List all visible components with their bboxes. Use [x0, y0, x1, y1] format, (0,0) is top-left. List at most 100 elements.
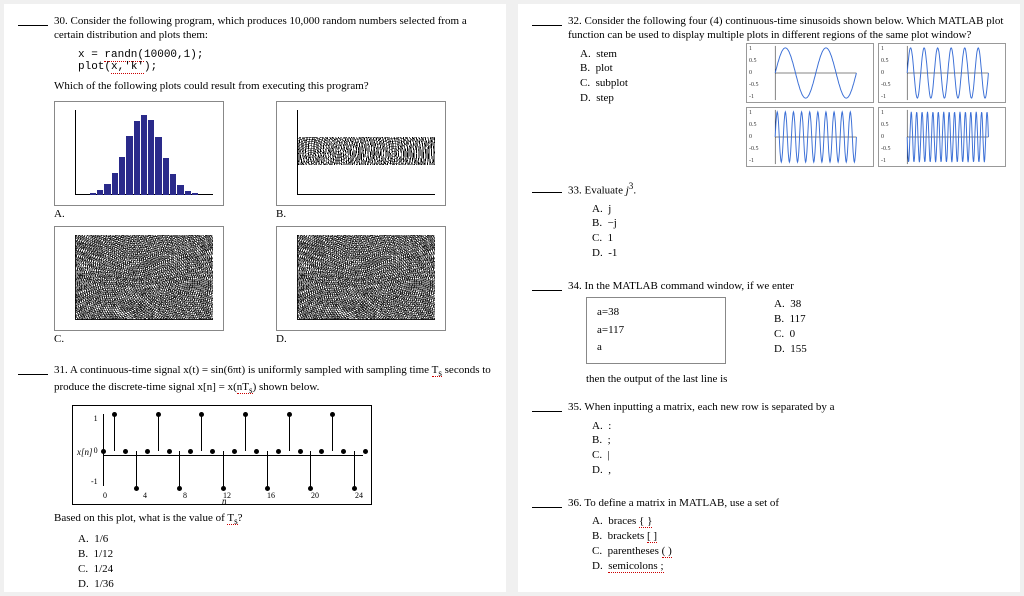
code-dotted: x,'k' — [111, 61, 144, 74]
answer-blank — [532, 402, 562, 412]
code-dotted: randn( — [104, 49, 144, 62]
x-axis — [103, 455, 363, 456]
question-prompt-b: Which of the following plots could resul… — [54, 79, 492, 93]
subplot-grid: 10.50-0.5-110.50-0.5-110.50-0.5-110.50-0… — [746, 43, 1006, 167]
question-36: 36. To define a matrix in MATLAB, use a … — [532, 496, 1006, 578]
choice-D: D. -1 — [592, 246, 1006, 261]
choice-A: A. j — [592, 202, 1006, 217]
choice-C: C. subplot — [580, 76, 628, 91]
choices: A. stem B. plot C. subplot D. step — [580, 47, 628, 163]
choice-C: C. 0 — [774, 327, 807, 342]
histogram-bars — [75, 115, 213, 195]
choice-A: A. : — [592, 419, 1006, 434]
question-prompt: Based on this plot, what is the value of… — [54, 511, 492, 528]
choice-C: C. parentheses ( ) — [592, 544, 1006, 559]
question-text: 31. A continuous-time signal x(t) = sin(… — [54, 363, 492, 397]
choice-B: B. −j — [592, 216, 1006, 231]
question-prompt-a: Consider the following program, which pr… — [54, 15, 467, 41]
plot-D: D. — [276, 226, 492, 345]
question-body: 36. To define a matrix in MATLAB, use a … — [568, 496, 1006, 578]
choice-B: B. brackets [ ] — [592, 529, 1006, 544]
stem-plot: x[n] n 10-1 04812162024 — [72, 405, 372, 505]
choice-A: A. stem — [580, 47, 628, 62]
dotted-token: semicolons ; — [608, 560, 663, 573]
cmd-line: a — [597, 339, 715, 357]
q34-row: a=38 a=117 a A. 38 B. 117 C. 0 D. 155 — [568, 293, 1006, 368]
nts-symbol: nTs — [237, 381, 253, 394]
question-text: 36. To define a matrix in MATLAB, use a … — [568, 496, 1006, 510]
choice-C: C. 1 — [592, 231, 1006, 246]
question-33: 33. Evaluate j3. A. j B. −j C. 1 D. -1 — [532, 181, 1006, 265]
choices: A. j B. −j C. 1 D. -1 — [592, 202, 1006, 261]
histogram-chart — [54, 101, 224, 206]
dotted-token: [ ] — [647, 530, 657, 543]
choices: A. braces { } B. brackets [ ] C. parenth… — [592, 514, 1006, 573]
code-block: x = randn(10000,1); plot(x,'k'); — [78, 49, 492, 73]
choice-D: D. 155 — [774, 342, 807, 357]
answer-blank — [532, 498, 562, 508]
noise-full — [297, 235, 435, 320]
question-body: 35. When inputting a matrix, each new ro… — [568, 400, 1006, 482]
cmd-line: a=117 — [597, 322, 715, 340]
mini-subplot: 10.50-0.5-1 — [878, 107, 1006, 167]
question-body: 31. A continuous-time signal x(t) = sin(… — [54, 363, 492, 592]
answer-blank — [532, 16, 562, 26]
question-number: 36. — [568, 497, 582, 509]
question-prompt: When inputting a matrix, each new row is… — [584, 401, 834, 413]
command-box: a=38 a=117 a — [586, 297, 726, 364]
scatter-chart — [276, 101, 446, 206]
plot-A: A. — [54, 101, 270, 220]
question-followup: then the output of the last line is — [586, 372, 1006, 386]
answer-blank — [18, 16, 48, 26]
x-ticks: 04812162024 — [103, 491, 363, 500]
q32-row: A. stem B. plot C. subplot D. step 10.50… — [568, 43, 1006, 167]
question-30: 30. Consider the following program, whic… — [18, 14, 492, 349]
question-number: 32. — [568, 15, 582, 27]
question-text: 34. In the MATLAB command window, if we … — [568, 279, 1006, 293]
question-number: 33. — [568, 184, 582, 196]
plot-label: B. — [276, 208, 492, 220]
question-body: 32. Consider the following four (4) cont… — [568, 14, 1006, 167]
answer-blank — [18, 365, 48, 375]
choice-C: C. 1/24 — [78, 562, 492, 577]
plot-grid: A. B. C. — [54, 101, 492, 345]
question-text: 30. Consider the following program, whic… — [54, 14, 492, 43]
question-prompt: To define a matrix in MATLAB, use a set … — [584, 497, 779, 509]
plot-label: A. — [54, 208, 270, 220]
question-number: 34. — [568, 280, 582, 292]
choice-B: B. 117 — [774, 312, 807, 327]
scatter-chart — [276, 226, 446, 331]
question-text: 32. Consider the following four (4) cont… — [568, 14, 1006, 43]
question-prompt: In the MATLAB command window, if we ente… — [585, 280, 794, 292]
choice-D: D. 1/36 — [78, 577, 492, 592]
noise-full — [75, 235, 213, 320]
question-number: 35. — [568, 401, 582, 413]
dotted-token: ( ) — [662, 545, 672, 558]
left-page: 30. Consider the following program, whic… — [4, 4, 506, 592]
right-page: 32. Consider the following four (4) cont… — [518, 4, 1020, 592]
dotted-token: { } — [639, 515, 652, 528]
answer-blank — [532, 183, 562, 193]
choices: A. 38 B. 117 C. 0 D. 155 — [774, 297, 807, 356]
question-text: 33. Evaluate j3. — [568, 181, 1006, 198]
choice-D: D. , — [592, 463, 1006, 478]
choice-D: D. step — [580, 91, 628, 106]
question-34: 34. In the MATLAB command window, if we … — [532, 279, 1006, 386]
choice-D: D. semicolons ; — [592, 559, 1006, 574]
y-ticks: 10-1 — [91, 414, 98, 486]
question-body: 34. In the MATLAB command window, if we … — [568, 279, 1006, 386]
choice-A: A. 1/6 — [78, 532, 492, 547]
plot-C: C. — [54, 226, 270, 345]
choice-A: A. 38 — [774, 297, 807, 312]
choices: A. 1/6 B. 1/12 C. 1/24 D. 1/36 — [78, 532, 492, 591]
choices: A. : B. ; C. | D. , — [592, 419, 1006, 478]
choice-B: B. ; — [592, 433, 1006, 448]
ts-symbol: Ts — [432, 364, 442, 377]
ts-symbol: Ts — [227, 512, 237, 525]
plot-label: D. — [276, 333, 492, 345]
mini-subplot: 10.50-0.5-1 — [878, 43, 1006, 103]
question-31: 31. A continuous-time signal x(t) = sin(… — [18, 363, 492, 592]
question-body: 33. Evaluate j3. A. j B. −j C. 1 D. -1 — [568, 181, 1006, 265]
answer-blank — [532, 281, 562, 291]
question-number: 30. — [54, 15, 68, 27]
